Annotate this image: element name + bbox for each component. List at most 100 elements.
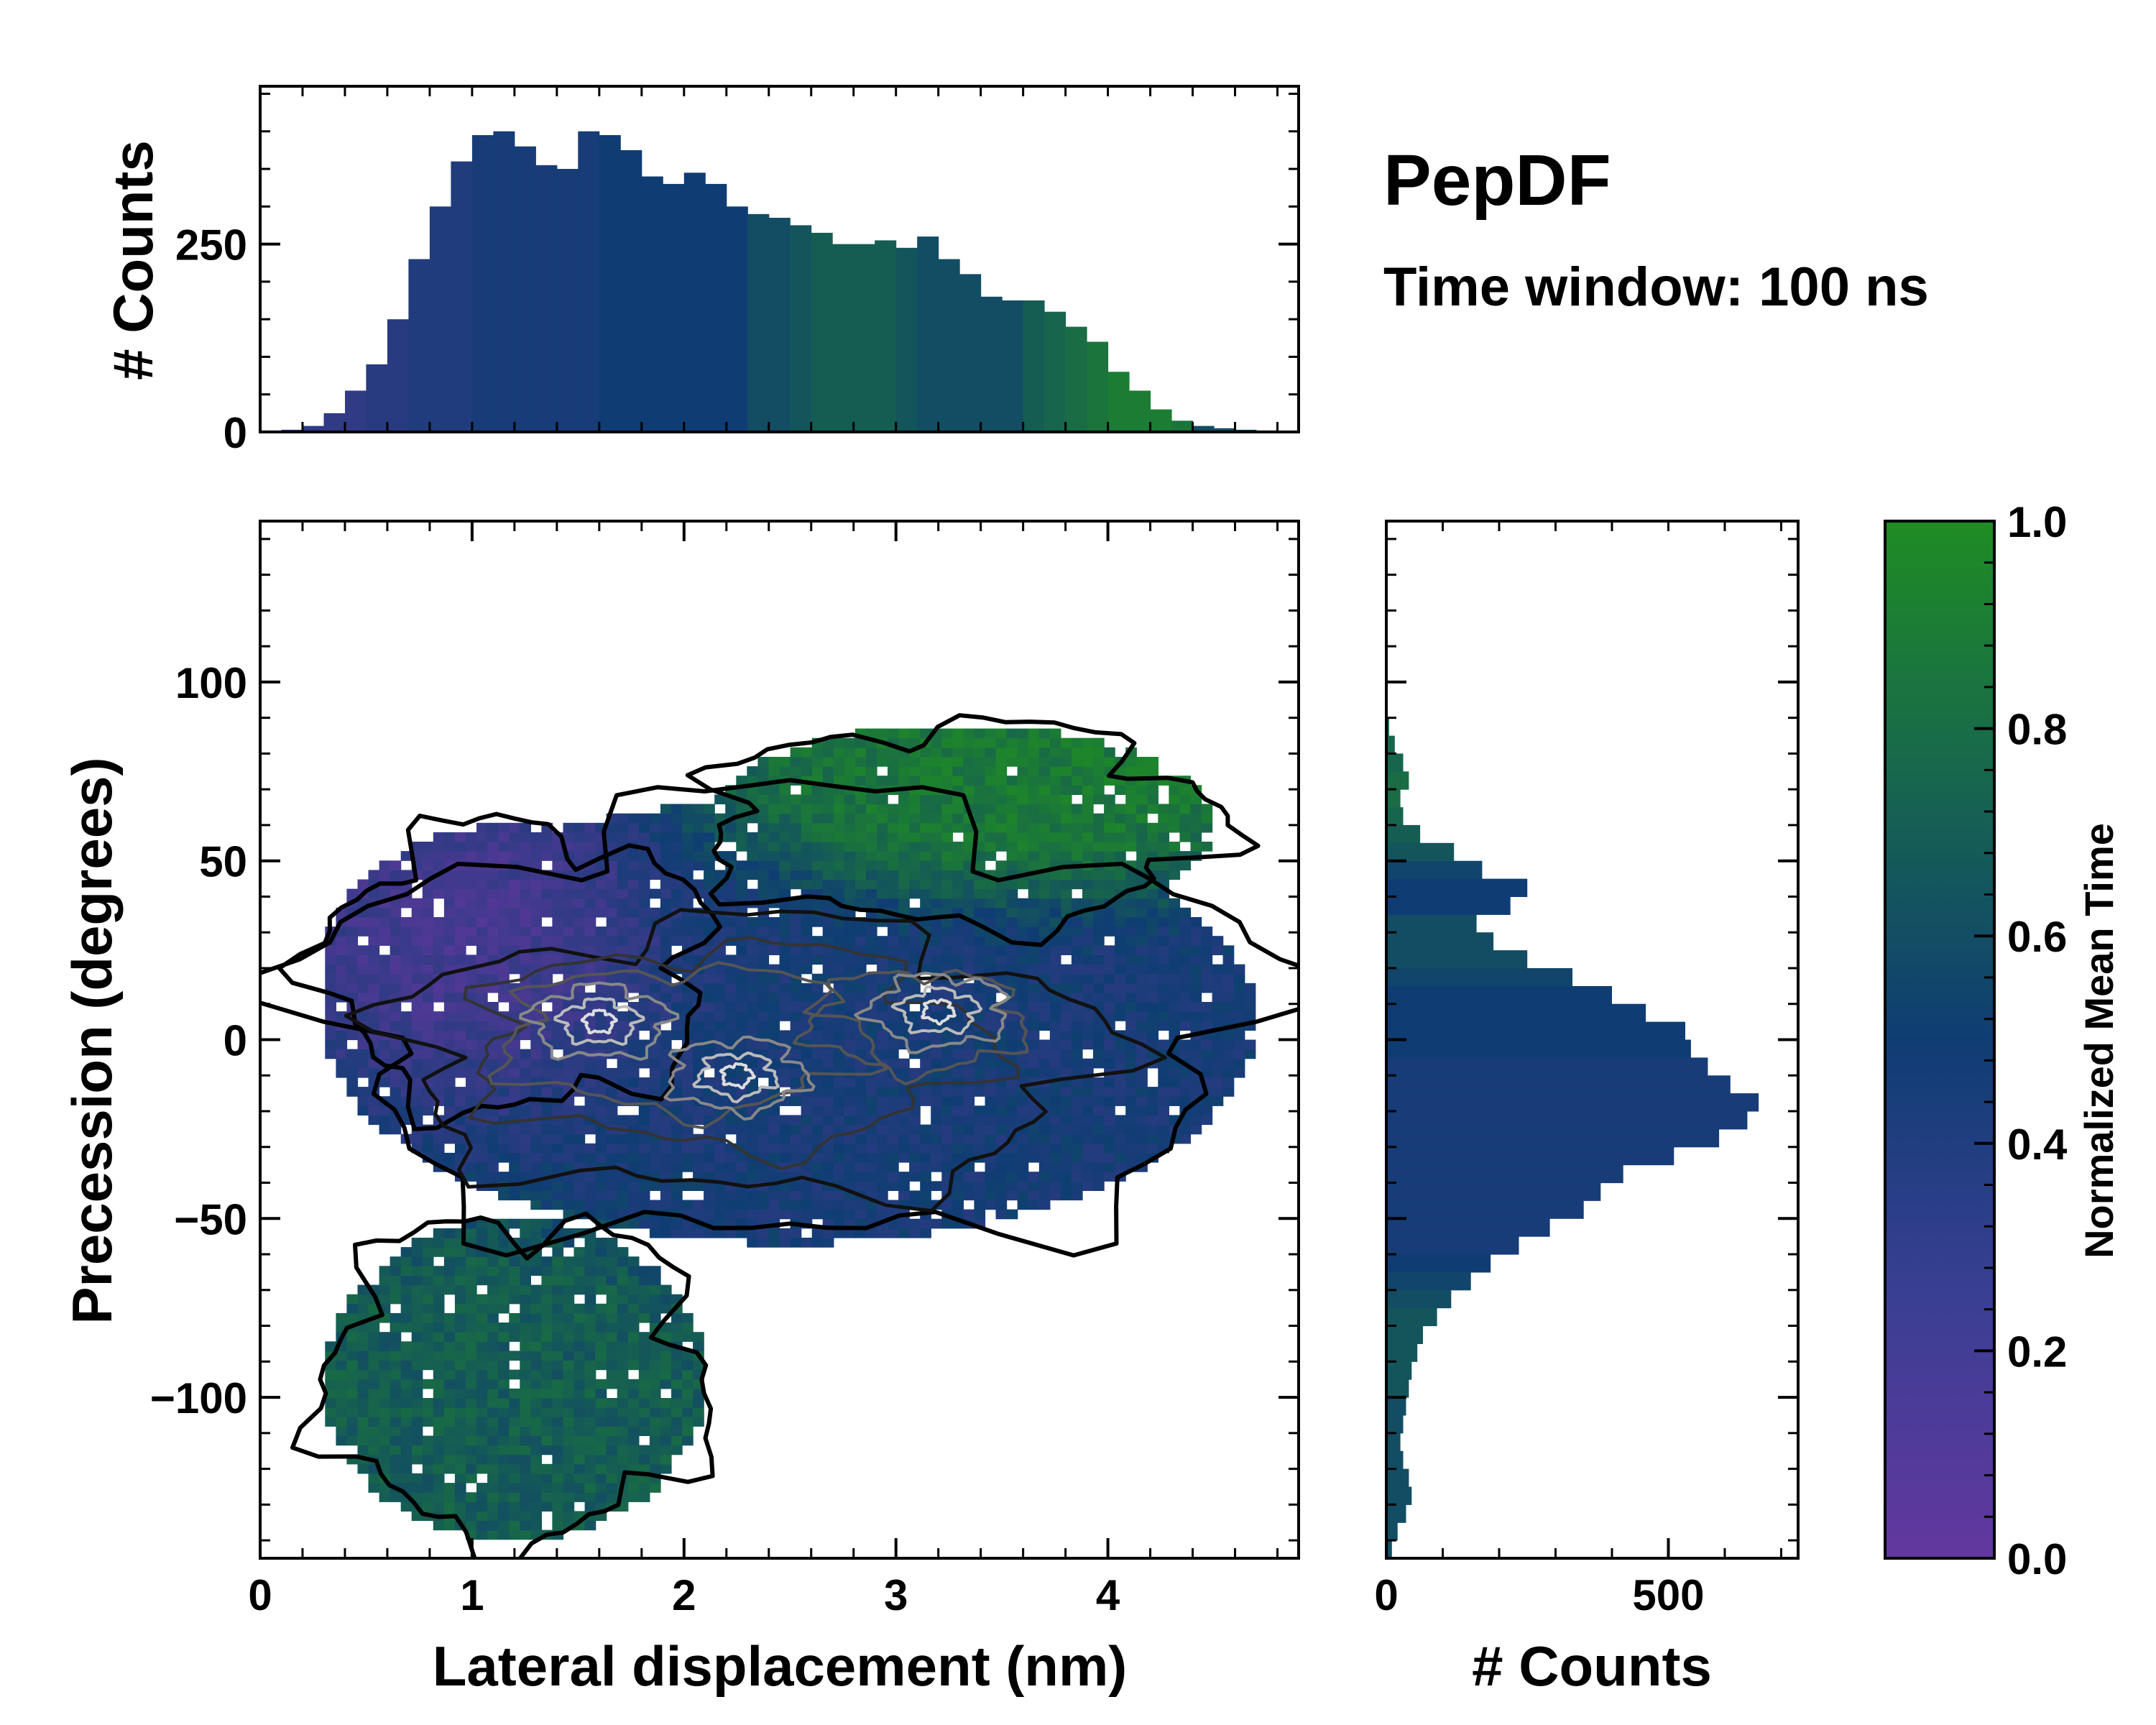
heatmap-cell: [454, 973, 466, 984]
heatmap-cell: [584, 1351, 596, 1361]
heatmap-cell: [909, 1133, 921, 1144]
heatmap-cell: [757, 973, 770, 984]
heatmap-cell: [357, 992, 369, 1003]
heatmap-cell: [1201, 936, 1213, 946]
heatmap-cell: [1125, 1124, 1137, 1135]
heatmap-cell: [985, 879, 997, 890]
heatmap-cell: [1222, 1002, 1235, 1012]
heatmap-cell: [1038, 926, 1051, 937]
heatmap-cell: [920, 842, 931, 852]
heatmap-cell: [1060, 1162, 1072, 1172]
heatmap-cell: [466, 1379, 477, 1389]
heatmap-cell: [693, 860, 704, 870]
heatmap-cell: [888, 1039, 899, 1050]
heatmap-cell: [1017, 992, 1029, 1003]
heatmap-cell: [368, 1417, 380, 1427]
heatmap-cell: [898, 728, 910, 739]
heatmap-cell: [400, 1379, 413, 1389]
heatmap-cell: [552, 1275, 564, 1286]
heatmap-cell: [1082, 1133, 1094, 1144]
heatmap-cell: [1147, 1087, 1158, 1097]
heatmap-cell: [822, 936, 834, 946]
heatmap-cell: [909, 888, 921, 899]
heatmap-cell: [1104, 832, 1115, 842]
heatmap-cell: [541, 842, 553, 852]
heatmap-cell: [779, 870, 791, 880]
heatmap-cell: [433, 1398, 445, 1408]
heatmap-cell: [433, 832, 445, 842]
heatmap-cell: [952, 776, 964, 786]
heatmap-cell: [1179, 973, 1192, 984]
heatmap-cell: [801, 813, 813, 824]
heatmap-cell: [422, 898, 434, 908]
heatmap-cell: [1060, 1011, 1072, 1021]
heatmap-cell: [520, 907, 531, 918]
heatmap-cell: [443, 1379, 456, 1389]
heatmap-cell: [1222, 983, 1235, 993]
top-histogram-bar: [768, 218, 791, 432]
heatmap-cell: [1115, 804, 1126, 814]
heatmap-cell: [1017, 1002, 1029, 1012]
heatmap-cell: [454, 1002, 466, 1012]
heatmap-cell: [1147, 964, 1158, 975]
heatmap-cell: [682, 870, 694, 880]
heatmap-cell: [1038, 1115, 1051, 1126]
heatmap-cell: [476, 1426, 488, 1436]
heatmap-cell: [498, 1152, 510, 1163]
top-histogram-bar: [578, 131, 600, 432]
heatmap-cell: [1158, 1096, 1169, 1106]
heatmap-cell: [627, 1162, 640, 1172]
heatmap-cell: [476, 888, 488, 899]
heatmap-cell: [736, 1209, 747, 1220]
heatmap-cell: [541, 1435, 553, 1446]
heatmap-cell: [563, 1133, 575, 1144]
heatmap-cell: [833, 747, 845, 758]
heatmap-cell: [563, 1058, 575, 1069]
heatmap-cell: [336, 1312, 348, 1323]
heatmap-cell: [995, 832, 1008, 842]
top-histogram-bar: [683, 172, 706, 433]
heatmap-cell: [336, 1379, 348, 1389]
heatmap-cell: [476, 1360, 488, 1371]
heatmap-cell: [379, 964, 391, 975]
heatmap-cell: [1082, 804, 1094, 814]
heatmap-cell: [747, 1143, 758, 1154]
heatmap-cell: [985, 737, 997, 748]
heatmap-cell: [487, 1162, 499, 1172]
heatmap-cell: [498, 1388, 510, 1399]
heatmap-cell: [909, 1067, 921, 1078]
heatmap-cell: [520, 1030, 531, 1041]
heatmap-cell: [1093, 757, 1105, 767]
heatmap-cell: [877, 747, 888, 758]
heatmap-cell: [1125, 822, 1137, 833]
heatmap-cell: [790, 1067, 802, 1078]
heatmap-cell: [693, 1332, 704, 1342]
heatmap-cell: [606, 1209, 618, 1220]
heatmap-cell: [995, 860, 1008, 870]
heatmap-cell: [573, 936, 586, 946]
heatmap-cell: [854, 842, 867, 852]
heatmap-cell: [411, 1275, 423, 1286]
heatmap-cell: [671, 1322, 683, 1333]
heatmap-cell: [627, 888, 640, 899]
colorbar-tick-label: 0.4: [2007, 1121, 2068, 1169]
heatmap-cell: [1049, 822, 1061, 833]
heatmap-cell: [1038, 917, 1051, 927]
heatmap-cell: [466, 842, 477, 852]
heatmap-cell: [487, 898, 499, 908]
heatmap-cell: [379, 1398, 391, 1408]
heatmap-cell: [1233, 1002, 1245, 1012]
top-histogram-bar: [514, 146, 536, 432]
heatmap-cell: [638, 1181, 650, 1191]
heatmap-cell: [1017, 983, 1029, 993]
heatmap-cell: [844, 1172, 856, 1182]
heatmap-cell: [1049, 1058, 1061, 1069]
heatmap-cell: [357, 1407, 369, 1417]
heatmap-cell: [790, 1115, 802, 1126]
heatmap-cell: [1017, 747, 1029, 758]
heatmap-cell: [466, 1256, 477, 1266]
heatmap-cell: [346, 1303, 359, 1314]
heatmap-cell: [443, 1398, 456, 1408]
heatmap-cell: [390, 1369, 402, 1380]
heatmap-cell: [844, 1021, 856, 1031]
